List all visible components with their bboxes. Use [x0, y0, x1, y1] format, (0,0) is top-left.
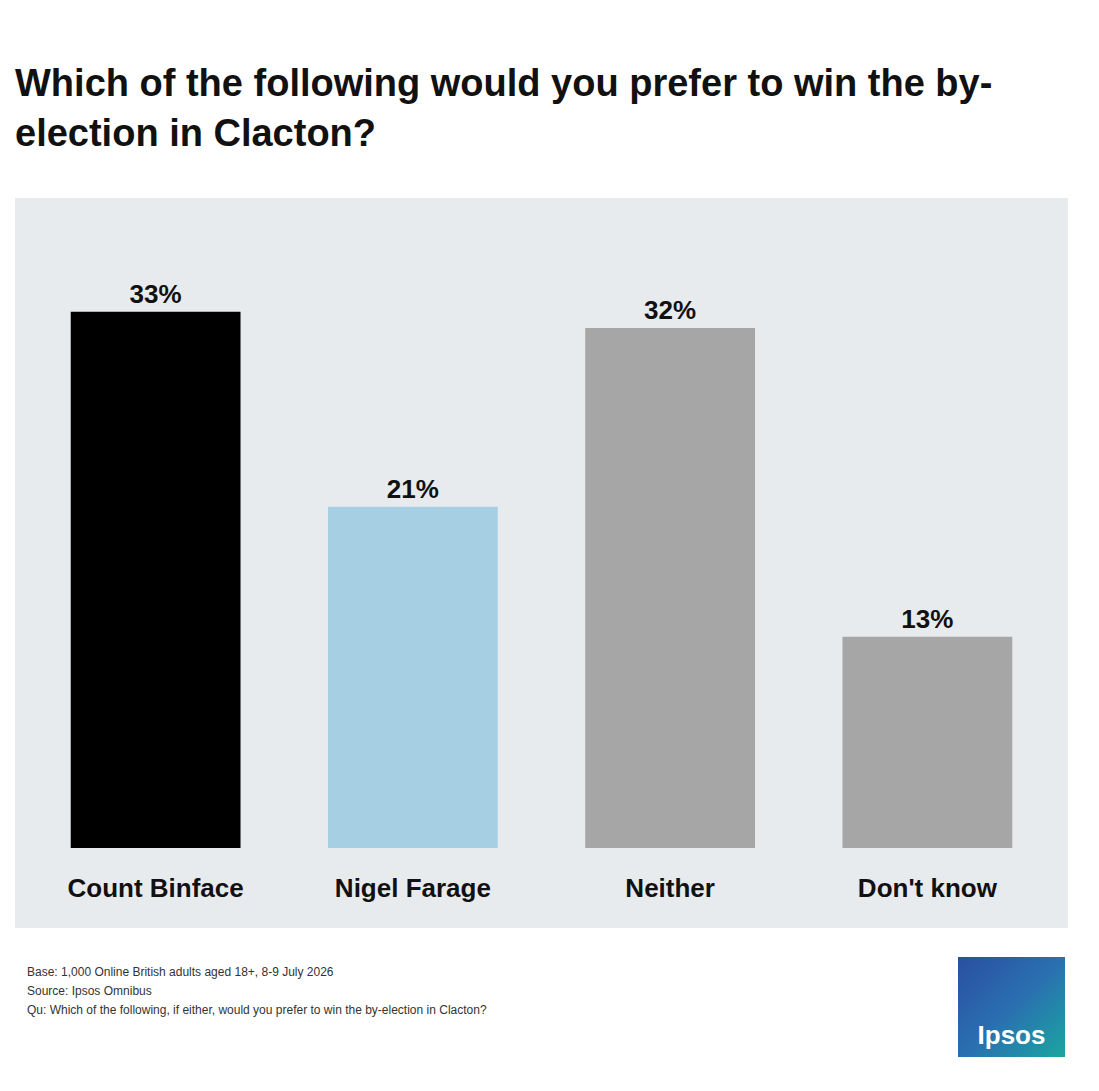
svg-text:Don't know: Don't know — [858, 873, 998, 903]
svg-text:Nigel Farage: Nigel Farage — [335, 873, 491, 903]
svg-text:Count Binface: Count Binface — [68, 873, 244, 903]
html-text:Source: Ipsos Omnibus: Source: Ipsos Omnibus — [27, 984, 152, 998]
html-text:Ipsos: Ipsos — [977, 1020, 1046, 1050]
svg-text:Neither: Neither — [625, 873, 715, 903]
svg-text:21%: 21% — [387, 474, 439, 504]
svg-text:33%: 33% — [130, 279, 182, 309]
html-text:Base: 1,000 Online British adu: Base: 1,000 Online British adults aged 1… — [27, 965, 334, 979]
html-text:Qu: Which of the following, if: Qu: Which of the following, if either, w… — [27, 1003, 487, 1017]
svg-text:13%: 13% — [901, 604, 953, 634]
svg-text:32%: 32% — [644, 295, 696, 325]
html-text:Which of the following would y: Which of the following would you prefer … — [15, 62, 993, 154]
